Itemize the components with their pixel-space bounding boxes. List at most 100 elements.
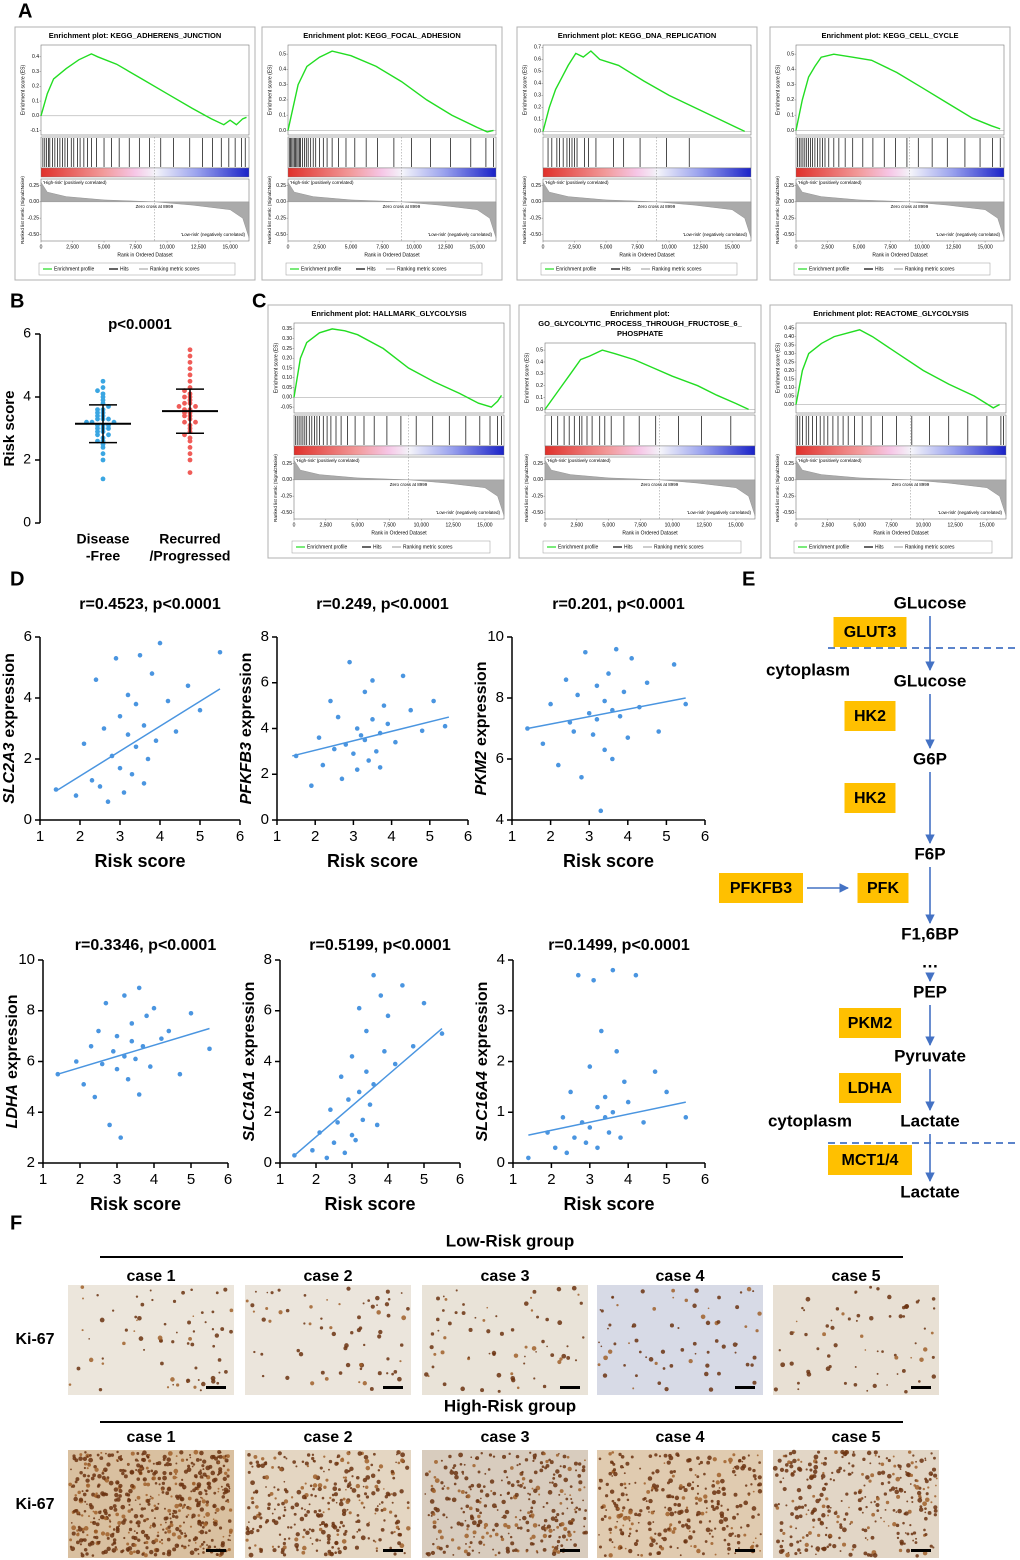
nucleus <box>438 1546 443 1551</box>
nucleus <box>815 1546 821 1552</box>
data-point <box>421 1000 427 1006</box>
nucleus <box>646 1506 650 1510</box>
nucleus <box>355 1475 360 1480</box>
nucleus <box>310 1493 313 1497</box>
nucleus <box>530 1513 535 1518</box>
data-point <box>99 1061 105 1067</box>
nucleus <box>605 1509 608 1512</box>
nucleus <box>556 1525 560 1529</box>
nucleus <box>358 1381 361 1384</box>
stain-label: Ki-67 <box>15 1496 54 1513</box>
nucleus <box>521 1470 524 1474</box>
nucleus <box>535 1351 537 1353</box>
case-label: case 1 <box>127 1429 176 1446</box>
nucleus <box>611 1475 614 1477</box>
data-point <box>644 680 650 686</box>
nucleus <box>454 1311 458 1315</box>
data-point <box>187 366 193 372</box>
data-point <box>595 1104 600 1110</box>
nucleus <box>832 1479 836 1482</box>
nucleus <box>569 1521 574 1525</box>
legend-label: Enrichment profile <box>809 266 850 272</box>
nucleus <box>94 1467 99 1472</box>
nucleus <box>319 1539 321 1542</box>
nucleus <box>896 1536 900 1540</box>
nucleus <box>192 1330 196 1333</box>
nucleus <box>469 1488 472 1491</box>
nucleus <box>635 1529 638 1533</box>
nucleus <box>356 1494 361 1498</box>
y-tick-label: 0.4 <box>534 81 541 87</box>
nucleus <box>683 1540 687 1544</box>
nucleus <box>563 1527 568 1532</box>
nucleus <box>536 1551 539 1554</box>
nucleus <box>582 1499 585 1502</box>
nucleus <box>293 1512 297 1516</box>
nucleus <box>565 1538 569 1542</box>
nucleus <box>876 1509 880 1513</box>
nucleus <box>150 1469 154 1473</box>
scale-bar <box>735 1549 755 1552</box>
scale-bar <box>911 1386 931 1389</box>
nucleus <box>851 1548 854 1551</box>
nucleus <box>82 1456 88 1461</box>
y-axis-label: SLC16A4expression <box>474 982 491 1142</box>
nucleus <box>375 1547 379 1550</box>
nucleus <box>494 1553 497 1557</box>
nucleus <box>216 1381 220 1385</box>
nucleus <box>393 1530 396 1533</box>
nucleus <box>70 1468 72 1471</box>
nucleus <box>110 1453 115 1457</box>
nucleus <box>378 1538 382 1542</box>
nucleus <box>248 1546 252 1550</box>
data-point <box>351 751 356 756</box>
nucleus <box>360 1501 364 1505</box>
panel-label: C <box>252 290 266 312</box>
nucleus <box>98 1518 100 1521</box>
nucleus <box>912 1531 917 1535</box>
nucleus <box>514 1548 518 1552</box>
nucleus <box>174 1482 178 1486</box>
nucleus <box>193 1449 199 1455</box>
nucleus <box>133 1543 137 1547</box>
nucleus <box>143 1482 147 1487</box>
y-tick-label: 0.3 <box>279 82 286 88</box>
nucleus <box>931 1297 936 1301</box>
nucleus <box>703 1472 706 1476</box>
nucleus <box>734 1474 737 1477</box>
data-point <box>81 1082 86 1087</box>
legend-box <box>38 262 236 276</box>
nucleus <box>250 1496 254 1500</box>
zero-cross-label: Zero cross at 8999 <box>638 204 676 209</box>
nucleus <box>488 1352 491 1355</box>
nucleus <box>811 1509 815 1514</box>
nucleus <box>815 1461 818 1464</box>
nucleus <box>566 1356 571 1360</box>
data-point <box>328 698 333 704</box>
nucleus <box>202 1459 207 1464</box>
nucleus <box>104 1469 107 1472</box>
nucleus <box>139 1514 144 1518</box>
nucleus <box>628 1548 633 1554</box>
nucleus <box>677 1326 680 1330</box>
nucleus <box>145 1466 149 1470</box>
nucleus <box>752 1474 757 1478</box>
nucleus <box>554 1518 559 1523</box>
nucleus <box>321 1529 326 1535</box>
nucleus <box>663 1528 668 1533</box>
gene-name: SLC16A4 <box>474 1071 491 1141</box>
y-tick-label: 0.15 <box>784 376 794 382</box>
nucleus <box>516 1386 520 1390</box>
nucleus <box>208 1485 211 1488</box>
nucleus <box>880 1516 882 1519</box>
nucleus <box>365 1485 369 1489</box>
nucleus <box>482 1485 486 1488</box>
data-point <box>197 707 203 713</box>
nucleus <box>289 1526 293 1529</box>
nucleus <box>462 1303 465 1306</box>
nucleus <box>359 1367 363 1371</box>
nucleus <box>160 1538 164 1542</box>
x-tick-label: 10,000 <box>414 522 430 528</box>
nucleus <box>112 1309 115 1312</box>
nucleus <box>694 1473 697 1476</box>
